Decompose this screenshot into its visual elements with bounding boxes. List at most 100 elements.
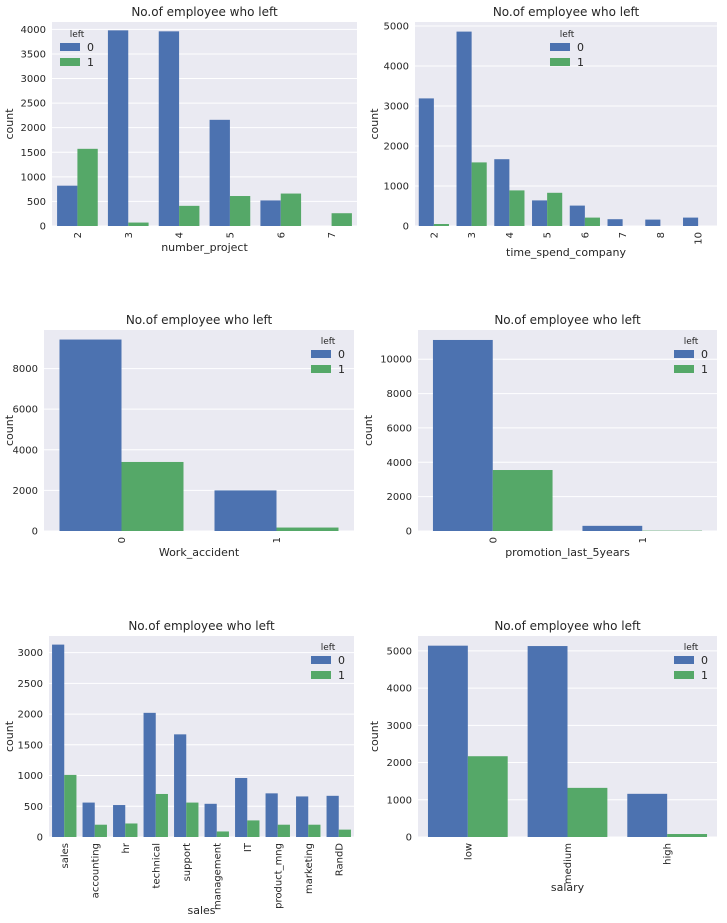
legend-label: 1 xyxy=(577,56,584,69)
bar-left-0-4 xyxy=(158,31,180,227)
legend-label: 0 xyxy=(701,654,708,667)
y-tick-label: 1000 xyxy=(384,182,409,193)
x-tick-label: support xyxy=(182,843,193,881)
legend-title: left xyxy=(560,30,575,40)
bar-left-1-marketing xyxy=(308,824,321,837)
x-tick-label: product_mng xyxy=(273,843,284,909)
legend-label: 1 xyxy=(338,669,345,682)
bar-left-0-accounting xyxy=(82,802,95,837)
bar-left-1-0 xyxy=(121,461,184,531)
x-tick-label: IT xyxy=(243,842,254,852)
bar-left-0-management xyxy=(204,803,217,837)
bar-left-0-3 xyxy=(456,31,472,226)
subplot-4: 0 500 1000 1500 2000 2500 3000 sales accounting h… xyxy=(3,619,354,917)
y-tick-label: 4000 xyxy=(387,458,412,469)
bar-left-0-technical xyxy=(143,712,156,837)
y-tick-label: 6000 xyxy=(13,405,38,416)
x-axis-label: sales xyxy=(187,904,215,917)
x-tick-label: low xyxy=(463,843,474,860)
y-tick-label: 6000 xyxy=(387,423,412,434)
legend-label: 0 xyxy=(87,41,94,54)
x-tick-label: 4 xyxy=(505,232,516,238)
y-tick-label: 5000 xyxy=(384,22,409,33)
chart-title: No.of employee who left xyxy=(494,619,641,633)
bar-left-0-medium xyxy=(527,646,568,837)
bar-left-1-medium xyxy=(567,787,608,837)
bar-left-1-6 xyxy=(584,217,600,226)
legend-swatch-1 xyxy=(550,58,570,66)
bar-left-1-RandD xyxy=(338,829,351,837)
chart-title: No.of employee who left xyxy=(131,5,278,19)
bar-left-0-2 xyxy=(418,98,434,226)
x-axis-label: salary xyxy=(551,881,585,894)
y-tick-label: 0 xyxy=(406,527,412,538)
plot-area xyxy=(52,22,357,226)
y-tick-label: 1500 xyxy=(21,148,46,159)
legend-label: 0 xyxy=(701,348,708,361)
y-tick-label: 2000 xyxy=(384,142,409,153)
legend-swatch-1 xyxy=(60,58,80,66)
legend-swatch-0 xyxy=(674,350,694,358)
y-axis-label: count xyxy=(3,720,16,752)
legend-title: left xyxy=(684,643,699,653)
bar-left-1-support xyxy=(186,802,199,837)
bar-left-0-hr xyxy=(113,805,126,837)
bar-left-1-sales xyxy=(64,774,77,837)
bar-left-1-2 xyxy=(77,148,98,226)
x-tick-label: 1 xyxy=(638,537,649,543)
legend-title: left xyxy=(70,30,85,40)
y-tick-label: 1500 xyxy=(18,740,43,751)
y-tick-label: 3000 xyxy=(21,74,46,85)
y-tick-label: 500 xyxy=(27,197,46,208)
bar-left-1-4 xyxy=(509,190,525,226)
bar-left-0-product_mng xyxy=(265,793,278,837)
y-tick-label: 3500 xyxy=(21,49,46,60)
legend-title: left xyxy=(321,643,336,653)
legend-swatch-0 xyxy=(60,43,80,51)
bar-left-0-low xyxy=(427,645,468,837)
legend-label: 1 xyxy=(701,669,708,682)
y-tick-label: 3000 xyxy=(387,721,412,732)
legend-swatch-0 xyxy=(311,350,331,358)
bar-left-1-accounting xyxy=(94,824,107,837)
chart-title: No.of employee who left xyxy=(493,5,640,19)
bar-left-0-5 xyxy=(209,119,230,226)
bar-left-1-product_mng xyxy=(277,824,290,837)
x-axis-label: number_project xyxy=(161,241,248,254)
x-tick-label: marketing xyxy=(304,843,315,894)
legend-swatch-0 xyxy=(550,43,570,51)
x-tick-label: medium xyxy=(563,843,574,884)
subplot-5: 0 1000 2000 3000 4000 5000 low medium high No.of … xyxy=(368,619,717,894)
legend-swatch-1 xyxy=(311,671,331,679)
x-tick-label: 6 xyxy=(276,232,287,238)
bar-left-0-5 xyxy=(532,200,548,226)
x-axis-label: promotion_last_5years xyxy=(505,546,630,559)
y-tick-label: 1000 xyxy=(387,795,412,806)
x-tick-label: 0 xyxy=(117,537,128,543)
bar-left-1-management xyxy=(216,831,229,837)
bar-left-0-1 xyxy=(582,525,643,531)
bar-left-0-0 xyxy=(432,339,493,531)
bar-left-0-1 xyxy=(214,490,277,531)
bar-left-1-5 xyxy=(547,192,563,226)
x-tick-label: 6 xyxy=(580,232,591,238)
legend-label: 1 xyxy=(701,363,708,376)
chart-title: No.of employee who left xyxy=(126,313,273,327)
bar-left-1-2 xyxy=(433,224,449,226)
legend-title: left xyxy=(684,337,699,347)
x-tick-label: 0 xyxy=(488,537,499,543)
bar-left-0-6 xyxy=(569,205,585,226)
bar-left-1-technical xyxy=(155,793,168,837)
x-tick-label: 7 xyxy=(327,232,338,238)
bar-left-0-10 xyxy=(683,217,699,226)
x-tick-label: high xyxy=(663,843,674,865)
y-tick-label: 5000 xyxy=(387,646,412,657)
bar-left-0-sales xyxy=(52,644,65,837)
x-tick-label: 2 xyxy=(429,232,440,238)
bar-left-1-7 xyxy=(331,213,352,226)
